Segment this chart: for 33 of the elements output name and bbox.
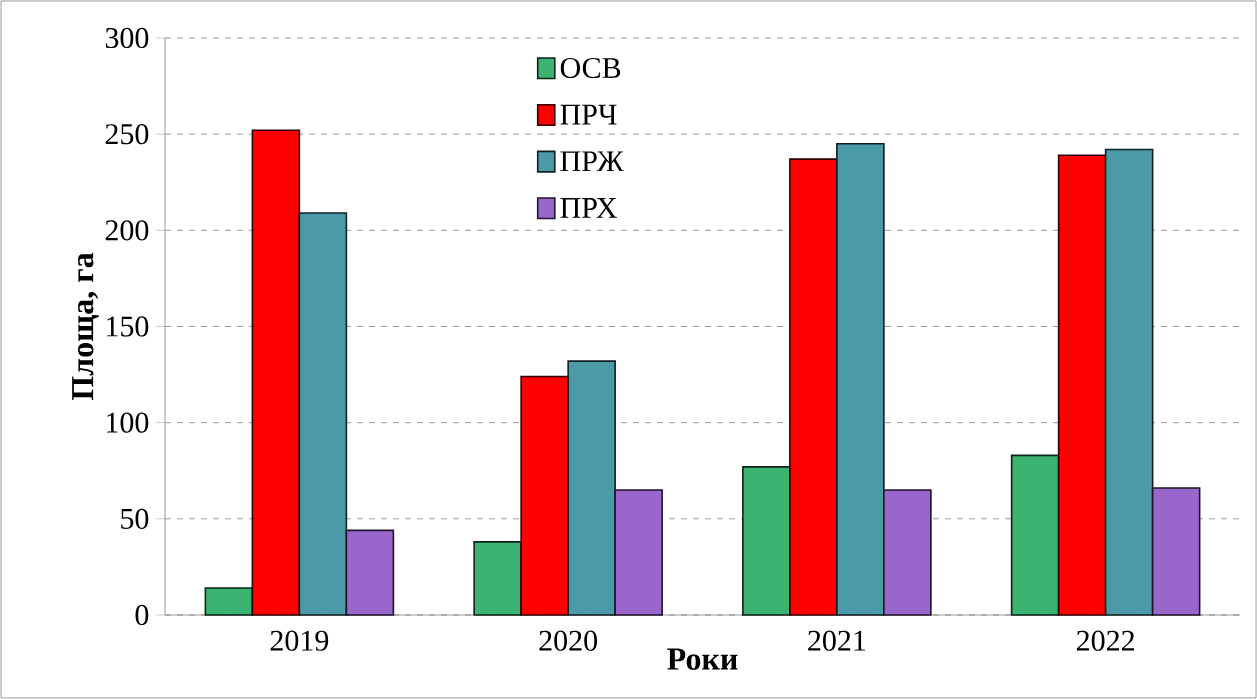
bar bbox=[567, 360, 616, 616]
bar bbox=[1151, 487, 1201, 616]
bar bbox=[345, 529, 395, 616]
x-tick-label: 2020 bbox=[539, 630, 597, 651]
legend-label: ОСВ bbox=[560, 57, 621, 79]
bar bbox=[883, 489, 932, 616]
y-tick-label: 0 bbox=[135, 604, 149, 626]
bar bbox=[473, 541, 522, 616]
y-tick-label: 50 bbox=[121, 508, 149, 529]
bar bbox=[789, 158, 838, 616]
x-axis-title: Роки bbox=[667, 648, 738, 670]
y-tick-label: 300 bbox=[105, 27, 149, 49]
legend-label: ПРХ bbox=[560, 198, 617, 218]
bar bbox=[1010, 454, 1060, 616]
bar bbox=[1104, 148, 1154, 616]
bar bbox=[742, 466, 791, 616]
bar bbox=[614, 489, 663, 616]
bar bbox=[251, 129, 301, 616]
bar bbox=[204, 587, 254, 616]
y-tick-label: 250 bbox=[105, 124, 149, 145]
x-tick-label: 2022 bbox=[1076, 630, 1134, 651]
bar bbox=[520, 375, 569, 616]
x-tick-label: 2019 bbox=[270, 630, 329, 651]
y-tick-label: 100 bbox=[107, 412, 149, 433]
y-tick-label: 150 bbox=[107, 316, 149, 337]
y-tick-label: 200 bbox=[105, 220, 149, 241]
bar bbox=[1057, 154, 1107, 616]
bar bbox=[836, 142, 885, 616]
y-axis-title: Площа, га bbox=[72, 252, 99, 401]
legend-label: ПРЖ bbox=[560, 151, 624, 172]
legend-label: ПРЧ bbox=[560, 104, 617, 125]
x-tick-label: 2021 bbox=[808, 630, 866, 651]
bar bbox=[298, 212, 348, 616]
